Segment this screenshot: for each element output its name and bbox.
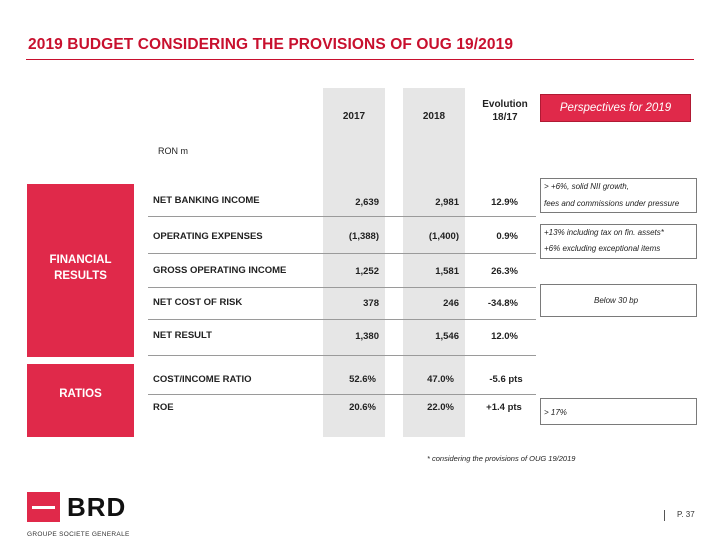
brd-logo-text: BRD (67, 492, 127, 522)
cell-2018-cost-income-ratio: 47.0% (427, 374, 454, 385)
cell-evolution-net-result: 12.0% (491, 331, 518, 342)
perspectives-header-label: Perspectives for 2019 (559, 102, 672, 114)
cell-2018-net-result: 1,546 (435, 331, 459, 342)
cell-2018-net-banking-income: 2,981 (435, 197, 459, 208)
cell-2017-roe: 20.6% (349, 402, 376, 413)
cell-evolution-cost-income-ratio: -5.6 pts (489, 374, 523, 385)
perspective-box-net-banking-income: > +6%, solid NII growth, fees and commis… (540, 178, 697, 213)
cell-evolution-net-cost-of-risk: -34.8% (487, 298, 518, 309)
brd-logo-bar (32, 506, 55, 509)
row-label-net-cost-of-risk: NET COST OF RISK (153, 297, 243, 308)
cell-2017-net-banking-income: 2,639 (355, 197, 379, 208)
cell-evolution-operating-expenses: 0.9% (496, 231, 518, 242)
footnote: * considering the provisions of OUG 19/2… (427, 454, 576, 463)
perspective-box-cost-of-risk: Below 30 bp (540, 284, 697, 317)
row-separator (148, 319, 536, 320)
perspective-opex-line2: +6% excluding exceptional items (544, 244, 661, 253)
section-financial-results-line2: RESULTS (54, 270, 107, 282)
column-header-evolution: Evolution 18/17 (473, 98, 537, 124)
unit-label: RON m (158, 146, 188, 156)
row-label-roe: ROE (153, 402, 174, 413)
row-label-cost-income-ratio: COST/INCOME RATIO (153, 374, 252, 385)
row-separator (148, 287, 536, 288)
row-separator (148, 216, 536, 217)
column-header-2018: 2018 (422, 111, 446, 122)
perspectives-header: Perspectives for 2019 (540, 94, 691, 122)
perspective-nbi-line2: fees and commissions under pressure (544, 199, 680, 208)
column-2017-background (323, 88, 385, 437)
section-financial-results-line1: FINANCIAL (49, 254, 112, 266)
row-label-gross-operating-income: GROSS OPERATING INCOME (153, 265, 287, 276)
perspective-box-operating-expenses: +13% including tax on fin. assets* +6% e… (540, 224, 697, 259)
column-header-2017: 2017 (342, 111, 366, 122)
section-ratios: RATIOS (27, 364, 134, 437)
row-separator (148, 355, 536, 356)
brd-logo-tagline: GROUPE SOCIETE GENERALE (27, 531, 130, 538)
perspective-nbi-line1: > +6%, solid NII growth, (544, 182, 629, 191)
cell-evolution-net-banking-income: 12.9% (491, 197, 518, 208)
cell-2017-net-result: 1,380 (355, 331, 379, 342)
title-divider (26, 59, 694, 60)
column-header-evolution-line2: 18/17 (492, 112, 518, 123)
page-number-separator (664, 510, 665, 521)
page-title: 2019 BUDGET CONSIDERING THE PROVISIONS O… (28, 36, 514, 53)
row-label-net-result: NET RESULT (153, 330, 212, 341)
row-label-net-banking-income: NET BANKING INCOME (153, 195, 260, 206)
perspective-opex-line1: +13% including tax on fin. assets* (544, 228, 664, 237)
perspective-box-roe: > 17% (540, 398, 697, 425)
row-label-operating-expenses: OPERATING EXPENSES (153, 231, 263, 242)
section-ratios-label: RATIOS (59, 388, 102, 400)
cell-2017-net-cost-of-risk: 378 (363, 298, 379, 309)
perspective-risk-text: Below 30 bp (594, 296, 639, 305)
cell-2017-cost-income-ratio: 52.6% (349, 374, 376, 385)
cell-2018-operating-expenses: (1,400) (428, 231, 459, 242)
page-number: P. 37 (677, 510, 695, 519)
cell-2018-gross-operating-income: 1,581 (435, 266, 459, 277)
section-financial-results: FINANCIAL RESULTS (27, 184, 134, 357)
row-separator (148, 253, 536, 254)
cell-2018-roe: 22.0% (427, 402, 454, 413)
perspective-roe-text: > 17% (544, 408, 567, 417)
row-separator (148, 394, 536, 395)
cell-2017-gross-operating-income: 1,252 (355, 266, 379, 277)
cell-evolution-gross-operating-income: 26.3% (491, 266, 518, 277)
column-header-evolution-line1: Evolution (482, 99, 528, 110)
column-2018-background (403, 88, 465, 437)
cell-2017-operating-expenses: (1,388) (348, 231, 379, 242)
cell-2018-net-cost-of-risk: 246 (443, 298, 459, 309)
cell-evolution-roe: +1.4 pts (486, 402, 522, 413)
